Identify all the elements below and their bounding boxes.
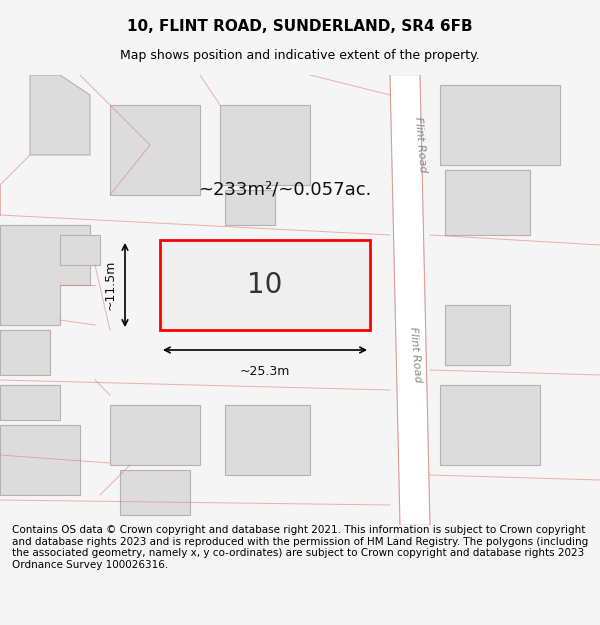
Polygon shape [30,75,90,155]
Text: ~11.5m: ~11.5m [104,260,117,310]
Polygon shape [445,170,530,235]
Text: ~233m²/~0.057ac.: ~233m²/~0.057ac. [199,181,371,199]
Polygon shape [225,405,310,475]
Text: Contains OS data © Crown copyright and database right 2021. This information is : Contains OS data © Crown copyright and d… [12,525,588,570]
Polygon shape [110,105,200,195]
Polygon shape [120,470,190,515]
Polygon shape [440,385,540,465]
Text: ~25.3m: ~25.3m [240,365,290,378]
Bar [160,240,370,330]
Polygon shape [390,75,430,525]
Polygon shape [0,225,90,325]
Text: Flint Road: Flint Road [407,327,422,383]
Text: 10: 10 [247,271,283,299]
Polygon shape [0,330,50,375]
Text: Map shows position and indicative extent of the property.: Map shows position and indicative extent… [120,49,480,62]
Polygon shape [0,425,80,495]
Text: Flint Road: Flint Road [413,117,427,173]
Polygon shape [225,190,275,225]
Polygon shape [0,385,60,420]
Polygon shape [110,405,200,465]
Polygon shape [220,105,310,185]
Polygon shape [60,235,100,265]
Polygon shape [445,305,510,365]
Text: 10, FLINT ROAD, SUNDERLAND, SR4 6FB: 10, FLINT ROAD, SUNDERLAND, SR4 6FB [127,19,473,34]
Polygon shape [440,85,560,165]
